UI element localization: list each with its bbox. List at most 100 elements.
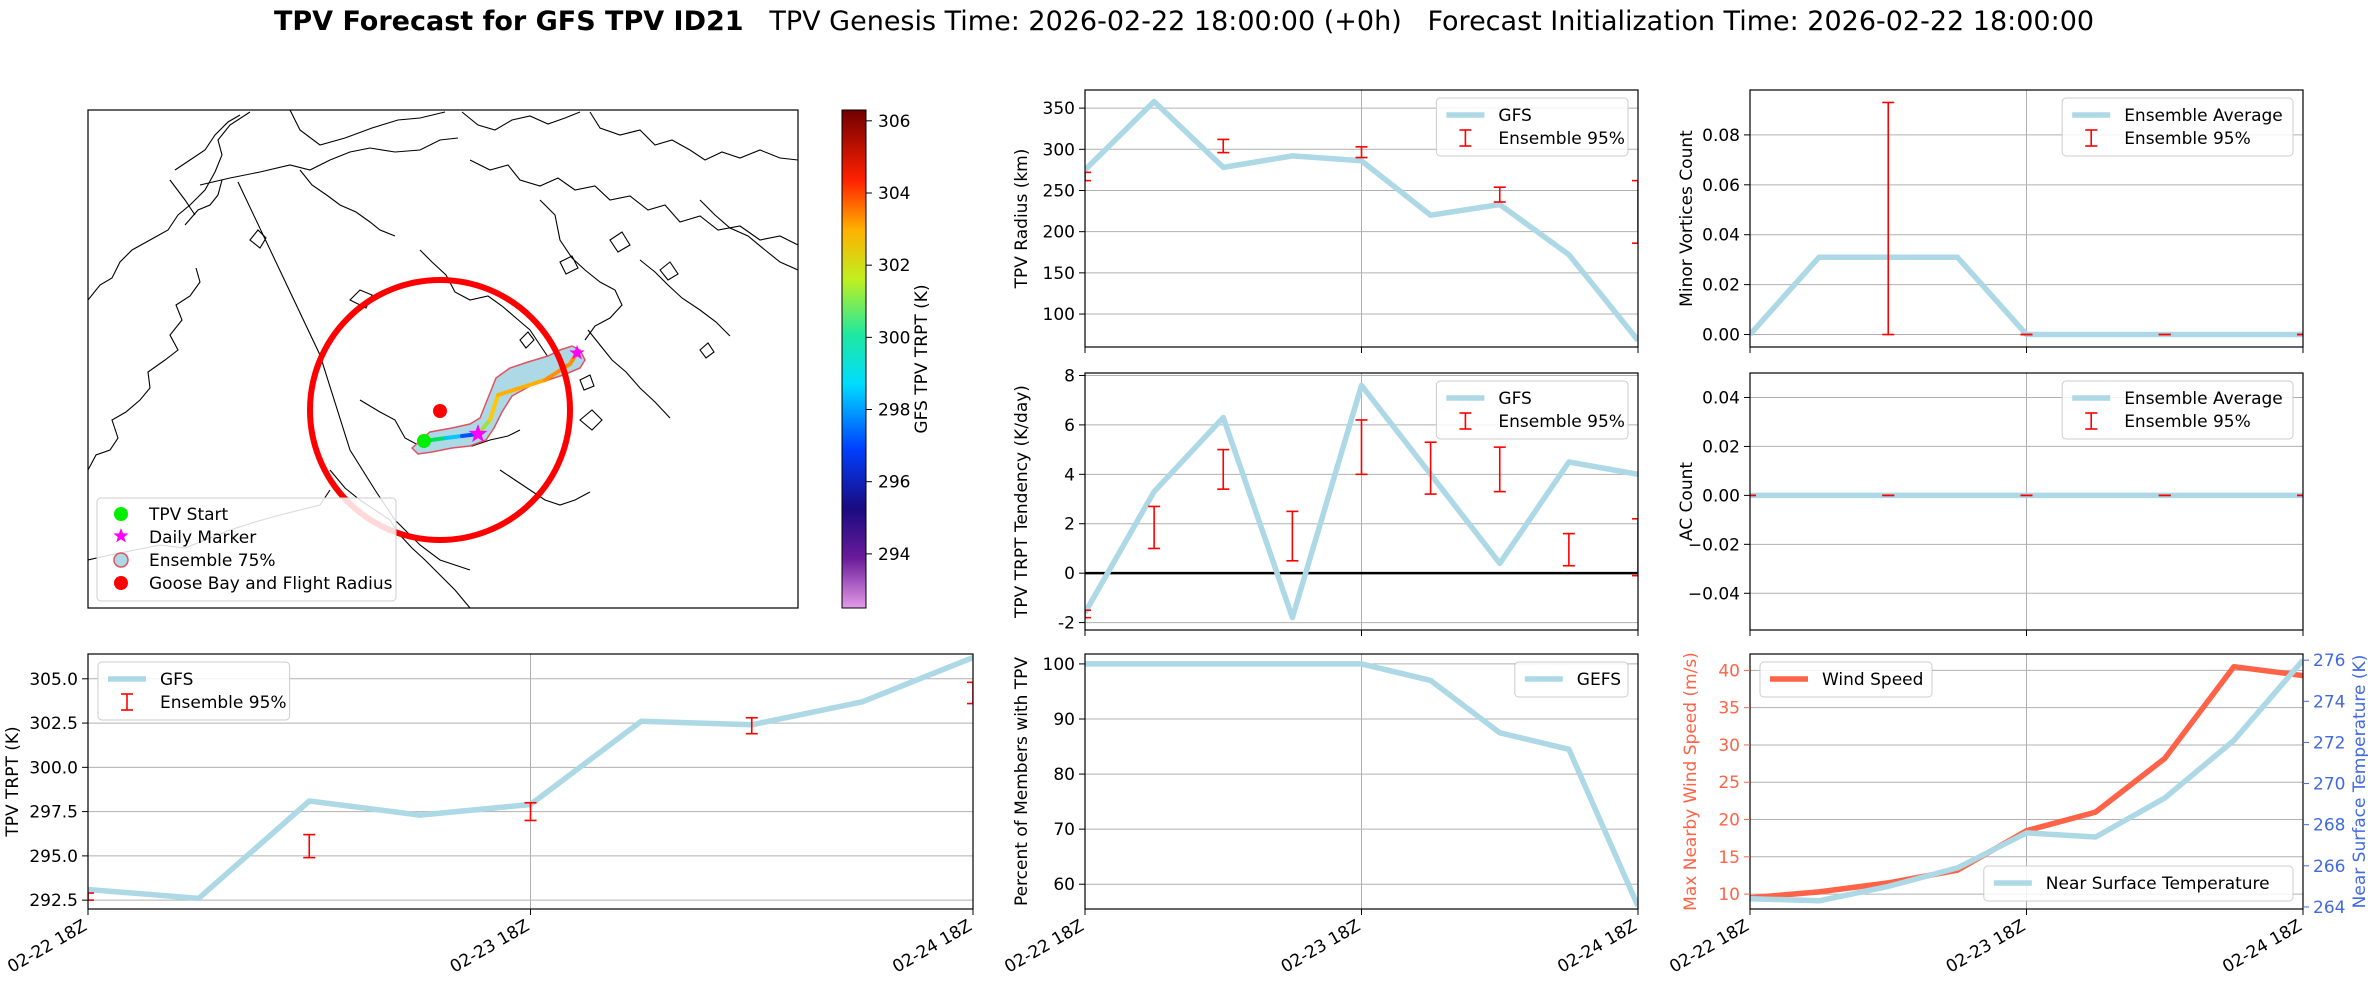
y-tick-label: 292.5 [29,891,78,911]
figure-title-rest: TPV Genesis Time: 2026-02-22 18:00:00 (+… [769,6,2095,37]
legend-label: GFS [1498,389,1531,409]
chart-ac: −0.04 −0.02 0.00 0.02 0.04 AC Count Ensemble A… [1677,372,2304,636]
y-tick-label: -2 [1058,614,1075,634]
y-tick-label: 25 [1718,773,1740,793]
y-tick-label: 2 [1064,515,1075,535]
y-tick-label: −0.04 [1688,584,1740,604]
map-panel: TPV Start Daily Marker Ensemble 75% Goos… [87,109,932,609]
legend-label: Wind Speed [1822,670,1923,690]
chart-legend: Ensemble Average Ensemble 95% [2061,380,2294,440]
errorbar [1355,419,1368,476]
errorbar [1085,609,1091,619]
chart-legend: GEFS [1514,661,1629,698]
y-tick-label: 300 [1043,140,1075,160]
colorbar-label: GFS TPV TRPT (K) [912,284,932,433]
legend-label: GEFS [1577,670,1621,690]
y-tick-label: 0.02 [1702,276,1740,296]
errorbar [1493,446,1506,493]
y-tick-label: 295.0 [29,847,78,867]
y-tick-label: 20 [1718,811,1740,831]
y-tick-label: 150 [1043,264,1075,284]
chart-legend: Wind Speed [1759,661,1933,698]
legend-goose-bay: Goose Bay and Flight Radius [149,574,393,594]
chart-legend: GFS Ensemble 95% [1435,380,1629,440]
errorbar [1632,179,1638,245]
errorbar [1424,441,1437,495]
figure-title: TPV Forecast for GFS TPV ID21 TPV Genesi… [0,6,2368,37]
daily-marker-star-2 [569,345,585,360]
y-tick-label: 0 [1064,564,1075,584]
y2-tick-label: 264 [2313,898,2345,918]
y2-tick-label: 274 [2313,692,2345,712]
errorbar [1882,101,1895,336]
y-axis-label: Max Nearby Wind Speed (m/s) [1681,652,1701,911]
y-tick-label: 8 [1064,366,1075,386]
legend-daily-star [113,528,129,543]
y-axis-label: AC Count [1677,462,1697,541]
legend-ensemble-75: Ensemble 75% [149,551,276,571]
errorbar [1217,138,1230,154]
chart-legend: Ensemble Average Ensemble 95% [2061,97,2294,157]
y-tick-label: 0.06 [1702,176,1740,196]
y-tick-label: 100 [1043,655,1075,675]
y-axis-label: TPV TRPT (K) [3,726,23,837]
colorbar-tick-label: 296 [878,473,910,493]
x-tick-label: 02-24 18Z [2219,916,2305,977]
series-line-gefs [1085,661,1638,908]
y-axis-label: Percent of Members with TPV [1012,657,1032,906]
series-line-near-surface-temperature [1750,658,2303,904]
errorbar [1355,146,1368,159]
y-tick-label: 0.00 [1702,326,1740,346]
chart-legend: GFS Ensemble 95% [97,661,291,721]
goose-bay-flight-radius [307,277,573,543]
y-tick-label: 302.5 [29,714,78,734]
legend-tpv-start: TPV Start [148,505,229,525]
y-tick-label: 40 [1718,661,1740,681]
errorbar [967,681,973,705]
colorbar-tick-label: 302 [878,256,910,276]
legend-label: GFS [1498,106,1531,126]
y-tick-label: 60 [1053,875,1075,895]
colorbar-tick-label: 304 [878,184,910,204]
map-legend: TPV Start Daily Marker Ensemble 75% Goos… [96,497,397,602]
y-tick-label: −0.02 [1688,535,1740,555]
goose-bay-marker [433,404,447,418]
legend-label: Ensemble 95% [2124,412,2251,432]
legend-goose-bay-symbol [114,576,128,590]
legend-label: Ensemble 95% [1498,412,1625,432]
y-tick-label: 70 [1053,820,1075,840]
legend-label: Ensemble 95% [160,693,287,713]
colorbar: 294 296 298 300 302 304 306 GFS TPV TRPT (K) [841,109,932,609]
y-tick-label: 35 [1718,699,1740,719]
legend-ensemble-symbol [113,552,129,568]
legend-start-symbol [114,507,128,521]
errorbar [524,801,537,822]
chart-radius: 100 150 200 250 300 350 TPV Radius (km) GFS Ense… [1012,89,1639,353]
y-tick-label: 305.0 [29,670,78,690]
y-tick-label: 0.00 [1702,486,1740,506]
y2-tick-label: 266 [2313,857,2345,877]
errorbar [1632,517,1638,577]
legend-label: Ensemble 95% [2124,129,2251,149]
y-axis-label: TPV TRPT Tendency (K/day) [1012,385,1032,619]
y-tick-label: 200 [1043,223,1075,243]
y-tick-label: 0.08 [1702,126,1740,146]
chart-legend: GFS Ensemble 95% [1435,97,1629,157]
x-tick-label: 02-24 18Z [1554,916,1640,977]
series-line-gfs [1085,382,1638,621]
colorbar-tick-label: 294 [878,545,910,565]
errorbar [1148,505,1161,550]
y-tick-label: 80 [1053,765,1075,785]
tpv-start-marker [417,434,431,448]
colorbar-tick-label: 300 [878,328,910,348]
legend-label: Ensemble Average [2124,106,2283,126]
y-tick-label: 350 [1043,99,1075,119]
x-tick-label: 02-24 18Z [889,916,975,977]
chart-tendency: -2 0 2 4 6 8 TPV TRPT Tendency (K/day) GFS Ensem… [1012,366,1639,636]
y-tick-label: 0.02 [1702,437,1740,457]
x-tick-label: 02-22 18Z [1666,916,1752,977]
errorbar [1085,171,1091,182]
y-tick-label: 100 [1043,305,1075,325]
y2-tick-label: 268 [2313,816,2345,836]
errorbar [1286,510,1299,562]
